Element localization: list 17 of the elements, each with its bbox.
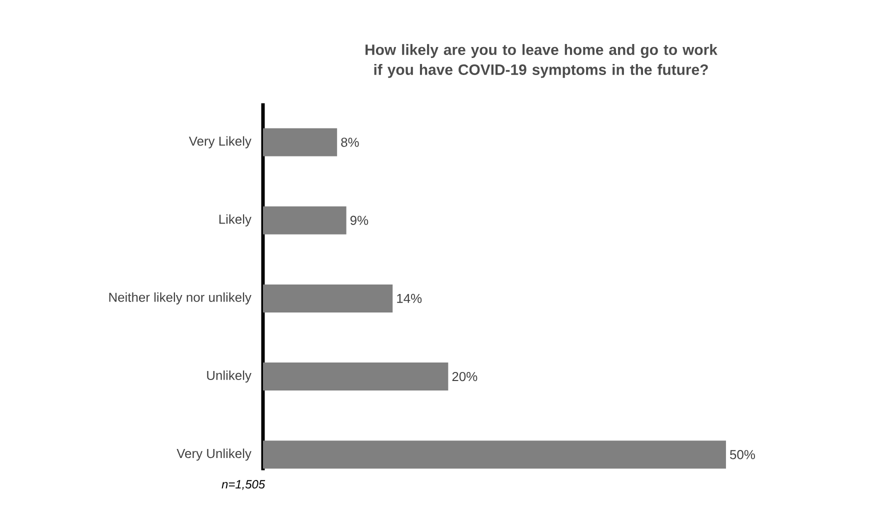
y-tick-label: Likely (219, 214, 252, 226)
bar (262, 128, 338, 156)
bar (262, 206, 346, 234)
data-label: 20% (452, 372, 478, 382)
data-label: 9% (350, 216, 368, 225)
bar (262, 440, 726, 469)
data-label: 14% (397, 294, 422, 303)
y-tick-label: Neither likely nor unlikely (109, 292, 252, 304)
chart-title: How likely are you to leave home and go to work if you have COVID-19 symptoms in the future? (366, 44, 718, 78)
data-label: 8% (341, 138, 359, 147)
bar (262, 284, 393, 312)
bar (262, 362, 448, 391)
y-tick-label: Very Likely (188, 136, 252, 148)
y-tick-label: Unlikely (207, 370, 252, 383)
y-tick-label: Very Unlikely (176, 448, 252, 461)
text: n=1,505 (222, 480, 266, 490)
data-label: 50% (730, 450, 755, 460)
